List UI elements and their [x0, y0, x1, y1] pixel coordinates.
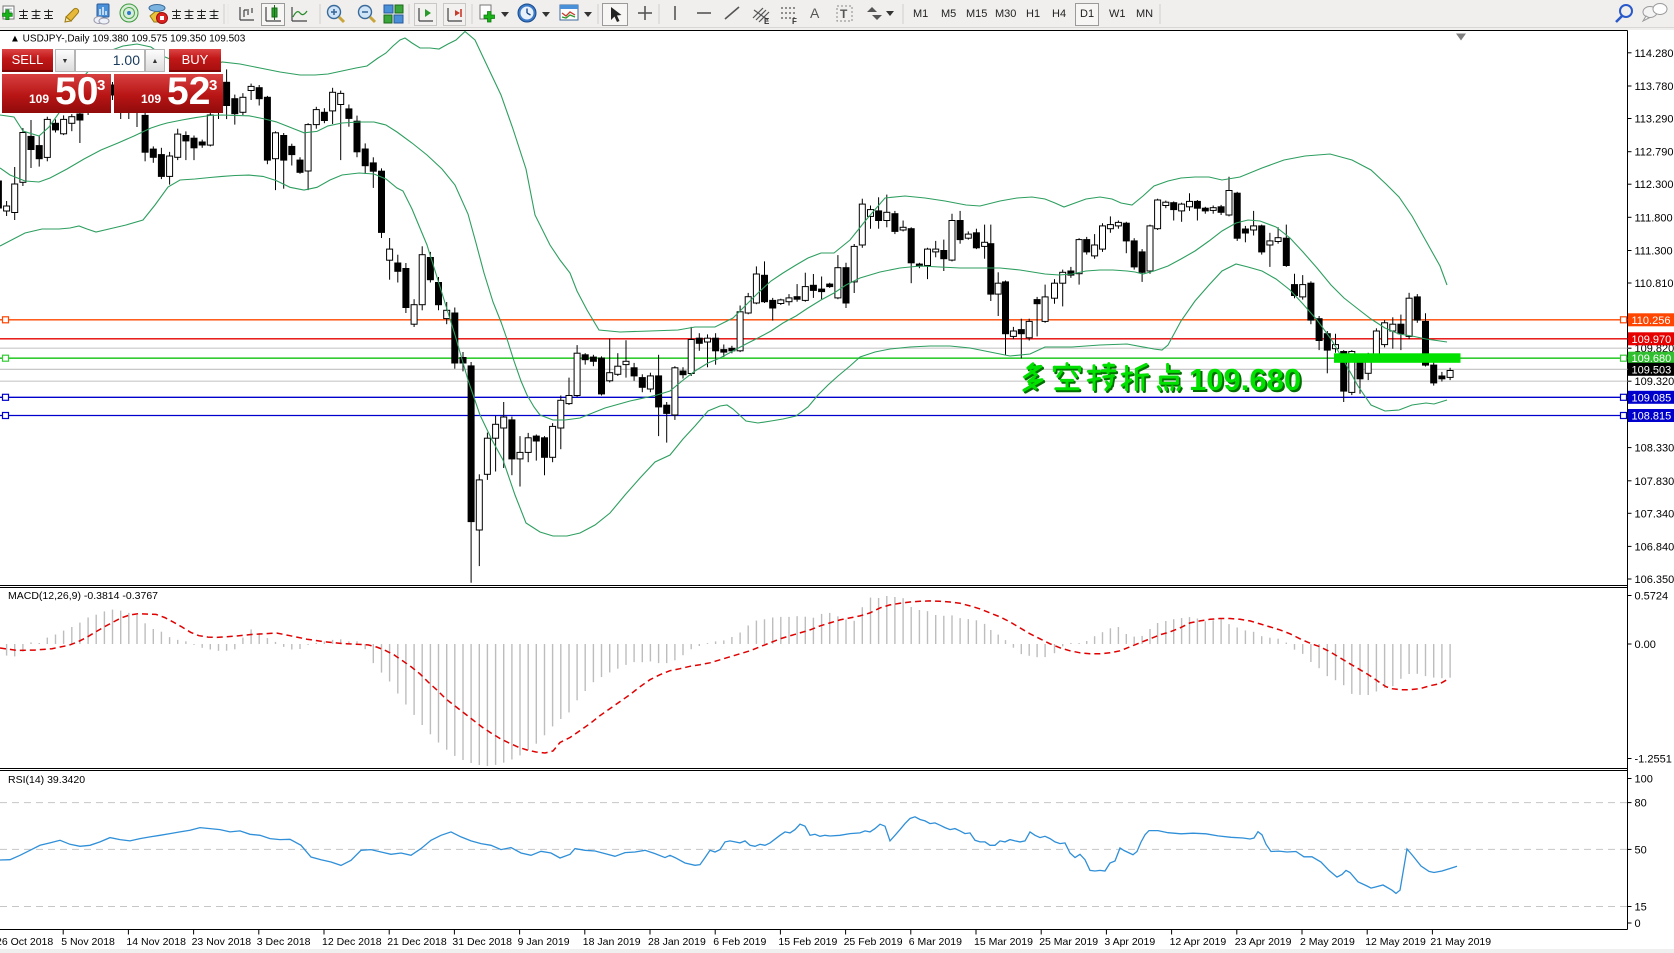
- svg-text:A: A: [810, 5, 820, 21]
- svg-text:6 Mar 2019: 6 Mar 2019: [909, 936, 962, 948]
- svg-text:110.256: 110.256: [1632, 315, 1671, 327]
- svg-text:111.800: 111.800: [1635, 212, 1673, 224]
- svg-text:109.970: 109.970: [1632, 334, 1672, 346]
- svg-text:112.300: 112.300: [1635, 179, 1674, 191]
- svg-text:2 May 2019: 2 May 2019: [1300, 936, 1355, 948]
- svg-text:12 May 2019: 12 May 2019: [1365, 936, 1426, 948]
- svg-text:9 Jan 2019: 9 Jan 2019: [518, 936, 570, 948]
- svg-text:107.340: 107.340: [1635, 508, 1674, 520]
- svg-text:31 Dec 2018: 31 Dec 2018: [452, 936, 512, 948]
- svg-text:-1.2551: -1.2551: [1635, 754, 1672, 766]
- svg-text:14 Nov 2018: 14 Nov 2018: [126, 936, 186, 948]
- svg-text:M5: M5: [941, 8, 956, 20]
- svg-text:D1: D1: [1080, 8, 1094, 20]
- svg-text:112.790: 112.790: [1635, 147, 1674, 159]
- svg-text:0.5724: 0.5724: [1635, 591, 1669, 603]
- svg-text:50: 50: [1635, 844, 1647, 856]
- svg-text:109.503: 109.503: [1632, 364, 1672, 376]
- svg-text:12 Dec 2018: 12 Dec 2018: [322, 936, 382, 948]
- svg-text:109.085: 109.085: [1632, 392, 1672, 404]
- svg-text:MACD(12,26,9) -0.3814 -0.3767: MACD(12,26,9) -0.3814 -0.3767: [8, 590, 158, 602]
- svg-text:106.840: 106.840: [1635, 541, 1674, 553]
- svg-text:21 Dec 2018: 21 Dec 2018: [387, 936, 447, 948]
- svg-text:15 Feb 2019: 15 Feb 2019: [778, 936, 837, 948]
- svg-text:3 Dec 2018: 3 Dec 2018: [257, 936, 311, 948]
- svg-text:RSI(14) 39.3420: RSI(14) 39.3420: [8, 774, 85, 786]
- svg-text:106.350: 106.350: [1635, 574, 1674, 586]
- svg-text:M15: M15: [966, 8, 987, 20]
- svg-text:0: 0: [1635, 918, 1641, 930]
- svg-text:T: T: [840, 7, 848, 21]
- svg-text:23 Nov 2018: 23 Nov 2018: [192, 936, 252, 948]
- svg-text:15 Mar 2019: 15 Mar 2019: [974, 936, 1033, 948]
- svg-text:H4: H4: [1052, 8, 1066, 20]
- svg-text:H1: H1: [1026, 8, 1040, 20]
- svg-text:114.280: 114.280: [1635, 48, 1674, 60]
- svg-text:108.815: 108.815: [1632, 411, 1672, 423]
- svg-text:100: 100: [1635, 774, 1653, 786]
- svg-text:113.780: 113.780: [1635, 81, 1674, 93]
- svg-text:MN: MN: [1136, 8, 1153, 20]
- svg-text:109.320: 109.320: [1635, 376, 1674, 388]
- svg-text:F: F: [792, 17, 797, 26]
- svg-text:0.00: 0.00: [1635, 639, 1656, 651]
- svg-text:80: 80: [1635, 798, 1647, 810]
- svg-text:12 Apr 2019: 12 Apr 2019: [1170, 936, 1227, 948]
- svg-text:25 Mar 2019: 25 Mar 2019: [1039, 936, 1098, 948]
- svg-text:15: 15: [1635, 902, 1647, 914]
- svg-text:109.680: 109.680: [1189, 362, 1301, 397]
- svg-text:26 Oct 2018: 26 Oct 2018: [0, 936, 53, 948]
- svg-text:109.680: 109.680: [1191, 364, 1303, 399]
- svg-text:▲ USDJPY-,Daily 109.380 109.5: ▲ USDJPY-,Daily 109.380 109.575 109.350 …: [10, 34, 246, 45]
- svg-text:108.330: 108.330: [1635, 443, 1674, 455]
- svg-text:W1: W1: [1109, 8, 1126, 20]
- svg-text:M1: M1: [913, 8, 928, 20]
- svg-text:3 Apr 2019: 3 Apr 2019: [1104, 936, 1155, 948]
- svg-text:6 Feb 2019: 6 Feb 2019: [713, 936, 766, 948]
- svg-text:25 Feb 2019: 25 Feb 2019: [844, 936, 903, 948]
- svg-text:21 May 2019: 21 May 2019: [1430, 936, 1491, 948]
- svg-text:111.300: 111.300: [1635, 246, 1673, 258]
- svg-text:113.290: 113.290: [1635, 114, 1674, 126]
- svg-text:110.810: 110.810: [1635, 278, 1674, 290]
- svg-text:E: E: [764, 17, 770, 26]
- svg-text:107.830: 107.830: [1635, 476, 1674, 488]
- svg-text:28 Jan 2019: 28 Jan 2019: [648, 936, 706, 948]
- svg-text:M30: M30: [995, 8, 1016, 20]
- svg-text:18 Jan 2019: 18 Jan 2019: [583, 936, 641, 948]
- svg-text:5 Nov 2018: 5 Nov 2018: [61, 936, 115, 948]
- svg-text:23 Apr 2019: 23 Apr 2019: [1235, 936, 1292, 948]
- svg-text:109.680: 109.680: [1632, 353, 1672, 365]
